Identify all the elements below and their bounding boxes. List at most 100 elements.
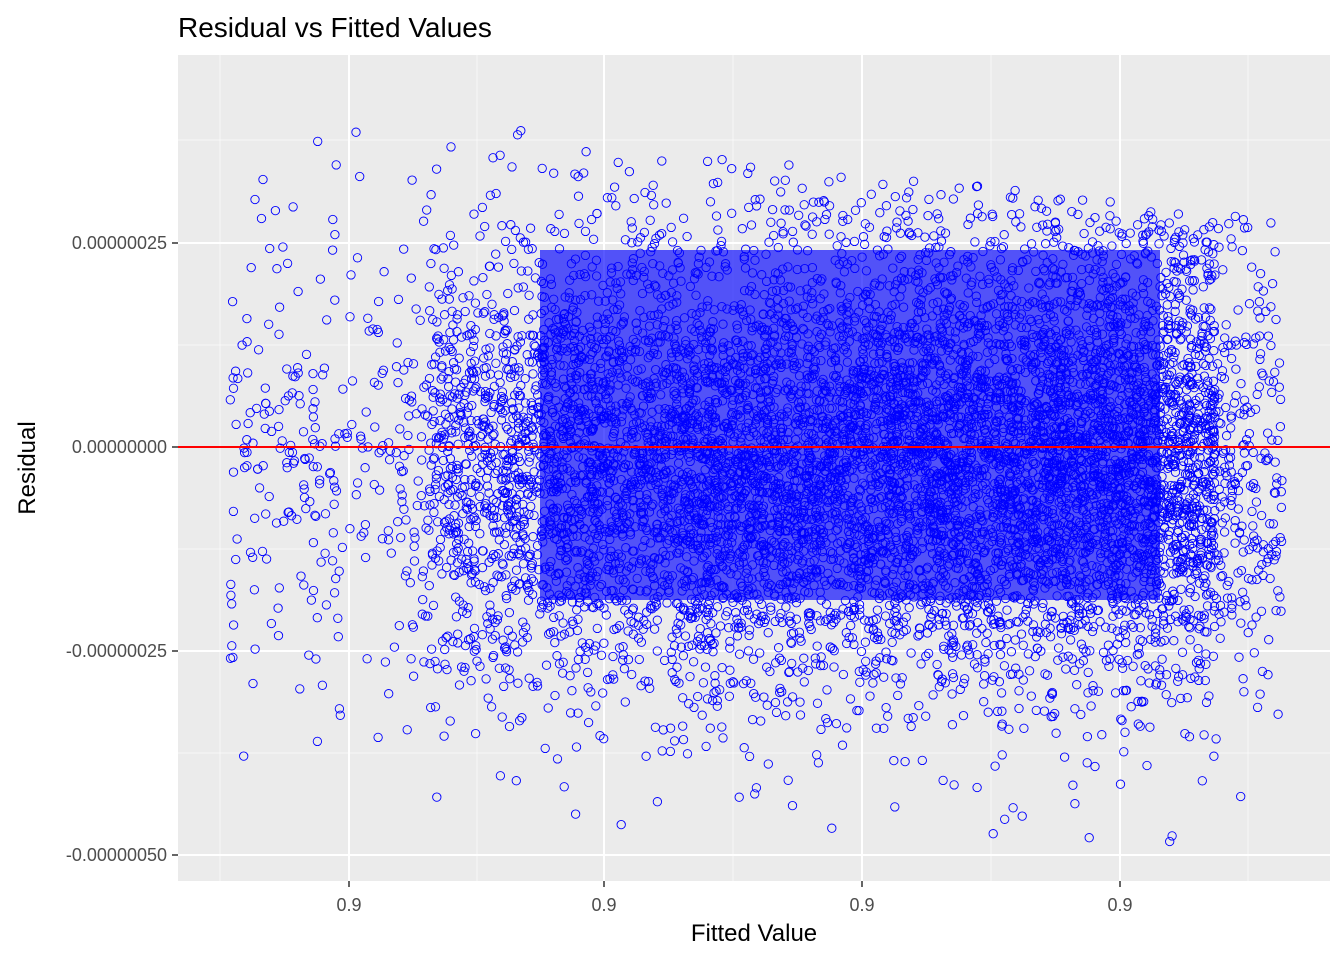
- scatter-point: [1252, 702, 1263, 713]
- scatter-point: [1209, 345, 1219, 356]
- scatter-point: [866, 189, 876, 199]
- scatter-point: [973, 463, 983, 473]
- scatter-point: [601, 610, 611, 620]
- scatter-point: [280, 396, 290, 406]
- scatter-point: [248, 552, 258, 562]
- scatter-point: [1133, 696, 1143, 707]
- scatter-point: [822, 387, 832, 397]
- scatter-point: [1269, 487, 1280, 498]
- scatter-point: [1145, 380, 1155, 390]
- scatter-point: [627, 238, 637, 248]
- scatter-point: [1255, 689, 1265, 699]
- scatter-point: [1107, 241, 1117, 251]
- scatter-point: [318, 370, 328, 380]
- scatter-point: [823, 305, 833, 315]
- scatter-point: [748, 539, 758, 549]
- scatter-point: [880, 611, 891, 621]
- scatter-point: [1275, 592, 1285, 602]
- scatter-point: [574, 218, 584, 229]
- scatter-point: [580, 250, 591, 261]
- scatter-point: [470, 728, 481, 739]
- scatter-point: [1134, 562, 1144, 572]
- scatter-point: [1140, 367, 1150, 377]
- scatter-point: [802, 292, 812, 302]
- scatter-point: [613, 261, 623, 272]
- scatter-point: [704, 396, 714, 407]
- scatter-point: [424, 445, 434, 455]
- scatter-point: [707, 271, 717, 281]
- scatter-point: [593, 319, 603, 329]
- scatter-point: [667, 237, 678, 247]
- scatter-point: [1163, 316, 1173, 326]
- scatter-point: [516, 266, 527, 276]
- scatter-point: [1158, 533, 1168, 543]
- scatter-point: [766, 298, 776, 308]
- scatter-point: [1122, 536, 1132, 546]
- scatter-point: [572, 307, 582, 317]
- scatter-point: [1203, 589, 1213, 599]
- scatter-point: [803, 665, 813, 676]
- scatter-point: [1156, 382, 1166, 392]
- scatter-point: [290, 372, 300, 382]
- scatter-point: [1081, 566, 1092, 576]
- scatter-point: [443, 374, 453, 384]
- scatter-point: [1117, 605, 1127, 615]
- scatter-point: [551, 344, 562, 355]
- scatter-point: [1143, 296, 1153, 307]
- scatter-point: [704, 257, 715, 267]
- scatter-point: [1257, 666, 1268, 677]
- scatter-point: [465, 426, 475, 437]
- scatter-point: [808, 430, 819, 440]
- scatter-point: [735, 412, 746, 422]
- scatter-point: [539, 418, 549, 428]
- scatter-point: [693, 344, 703, 355]
- scatter-point: [861, 656, 871, 666]
- scatter-point: [1103, 358, 1113, 368]
- scatter-point: [869, 280, 879, 290]
- scatter-point: [1173, 617, 1183, 627]
- scatter-point: [914, 265, 924, 275]
- scatter-point: [1163, 334, 1173, 344]
- scatter-point: [566, 373, 576, 383]
- scatter-point: [963, 288, 973, 298]
- scatter-point: [823, 414, 833, 424]
- scatter-point: [971, 291, 981, 301]
- scatter-point: [329, 476, 339, 486]
- scatter-point: [778, 567, 788, 577]
- scatter-point: [931, 258, 941, 268]
- scatter-point: [442, 664, 452, 675]
- scatter-point: [752, 493, 762, 503]
- scatter-point: [567, 597, 578, 607]
- scatter-point: [696, 245, 706, 256]
- scatter-point: [1204, 222, 1214, 232]
- scatter-point: [1126, 620, 1136, 630]
- scatter-point: [1226, 480, 1236, 490]
- scatter-point: [581, 147, 591, 157]
- scatter-point: [807, 229, 817, 239]
- scatter-point: [239, 447, 250, 458]
- scatter-point: [635, 248, 645, 258]
- scatter-point: [1273, 435, 1283, 446]
- scatter-point: [555, 550, 565, 561]
- scatter-point: [1090, 212, 1100, 223]
- scatter-point: [781, 602, 791, 612]
- scatter-point: [454, 680, 465, 690]
- scatter-point: [1075, 517, 1085, 528]
- scatter-point: [1088, 686, 1098, 696]
- scatter-point: [595, 731, 605, 741]
- scatter-point: [352, 478, 363, 488]
- scatter-point: [971, 421, 982, 432]
- scatter-point: [677, 579, 687, 589]
- scatter-point: [1198, 359, 1208, 369]
- scatter-point: [614, 558, 624, 568]
- scatter-point: [616, 819, 626, 830]
- scatter-point: [743, 341, 753, 351]
- scatter-point: [1145, 326, 1156, 337]
- scatter-point: [1186, 518, 1196, 528]
- scatter-point: [480, 307, 490, 317]
- scatter-point: [724, 691, 735, 701]
- scatter-point: [891, 603, 901, 614]
- scatter-point: [751, 532, 761, 542]
- scatter-point: [539, 292, 550, 302]
- scatter-point: [1266, 302, 1276, 312]
